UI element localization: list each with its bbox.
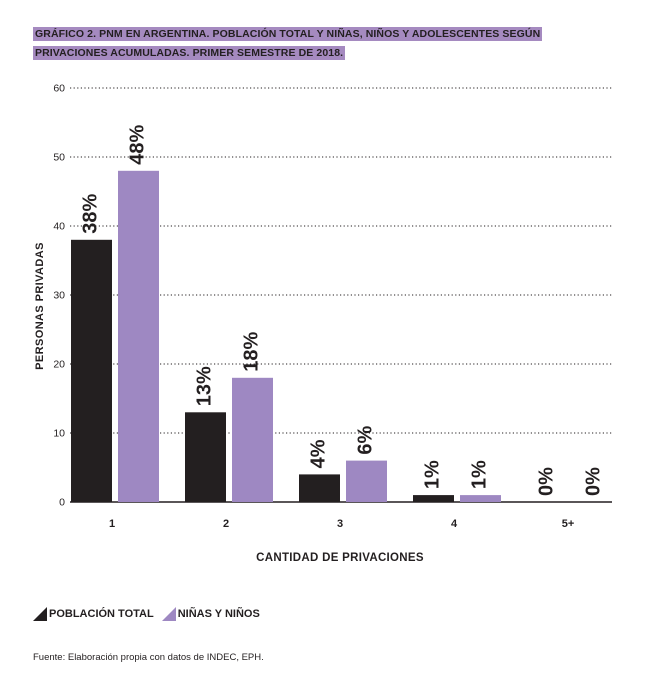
chart-title: GRÁFICO 2. PNM EN ARGENTINA. POBLACIÓN T… (33, 24, 593, 62)
data-label-poblacion-total-5+: 0% (536, 467, 558, 496)
y-tick-label-60: 60 (53, 83, 65, 95)
y-axis-label: PERSONAS PRIVADAS (34, 242, 46, 370)
bar-ninas-ninos-3 (346, 460, 387, 502)
x-tick-label-1: 1 (109, 518, 115, 530)
legend-swatch-ninas-ninos (161, 607, 176, 621)
bar-poblacion-total-4 (413, 495, 454, 502)
legend: POBLACIÓN TOTAL NIÑAS Y NIÑOS (33, 607, 268, 621)
data-label-poblacion-total-3: 4% (308, 439, 330, 468)
legend-label-poblacion-total: POBLACIÓN TOTAL (49, 608, 154, 620)
bar-ninas-ninos-4 (460, 495, 501, 502)
data-label-ninas-ninos-4: 1% (469, 460, 491, 489)
y-tick-label-40: 40 (53, 221, 65, 233)
legend-item-ninas-ninos: NIÑAS Y NIÑOS (161, 607, 260, 621)
x-tick-label-3: 3 (337, 518, 343, 530)
source-note: Fuente: Elaboración propia con datos de … (33, 652, 264, 663)
chart-title-line-2: PRIVACIONES ACUMULADAS. PRIMER SEMESTRE … (33, 46, 346, 60)
data-label-poblacion-total-4: 1% (422, 460, 444, 489)
y-tick-label-50: 50 (53, 152, 65, 164)
bar-ninas-ninos-1 (118, 170, 159, 503)
y-tick-label-10: 10 (53, 428, 65, 440)
x-tick-label-5+: 5+ (562, 518, 575, 530)
bar-poblacion-total-3 (299, 474, 340, 502)
data-label-ninas-ninos-5+: 0% (583, 467, 605, 496)
data-label-poblacion-total-2: 13% (194, 366, 216, 406)
data-label-ninas-ninos-2: 18% (241, 332, 263, 372)
legend-label-ninas-ninos: NIÑAS Y NIÑOS (177, 608, 260, 620)
bar-chart: 0 10 20 30 40 50 60 38% 48% 1 13% 18% 2 4% 6% 3 1% 1% 4 0% 0… (53, 83, 612, 530)
legend-swatch-poblacion-total (33, 607, 47, 621)
bar-ninas-ninos-2 (232, 377, 273, 502)
chart-title-line-1: GRÁFICO 2. PNM EN ARGENTINA. POBLACIÓN T… (33, 27, 543, 41)
data-label-poblacion-total-1: 38% (80, 194, 102, 234)
y-tick-label-20: 20 (53, 359, 65, 371)
y-tick-label-30: 30 (53, 290, 65, 302)
legend-item-poblacion-total: POBLACIÓN TOTAL (33, 607, 154, 621)
data-label-ninas-ninos-1: 48% (127, 125, 149, 165)
x-tick-label-2: 2 (223, 518, 229, 530)
x-tick-label-4: 4 (451, 518, 458, 530)
bar-poblacion-total-2 (185, 412, 226, 502)
x-axis-label: CANTIDAD DE PRIVACIONES (256, 552, 424, 564)
y-tick-label-0: 0 (59, 497, 65, 509)
bar-poblacion-total-1 (71, 239, 112, 503)
data-label-ninas-ninos-3: 6% (355, 425, 377, 454)
